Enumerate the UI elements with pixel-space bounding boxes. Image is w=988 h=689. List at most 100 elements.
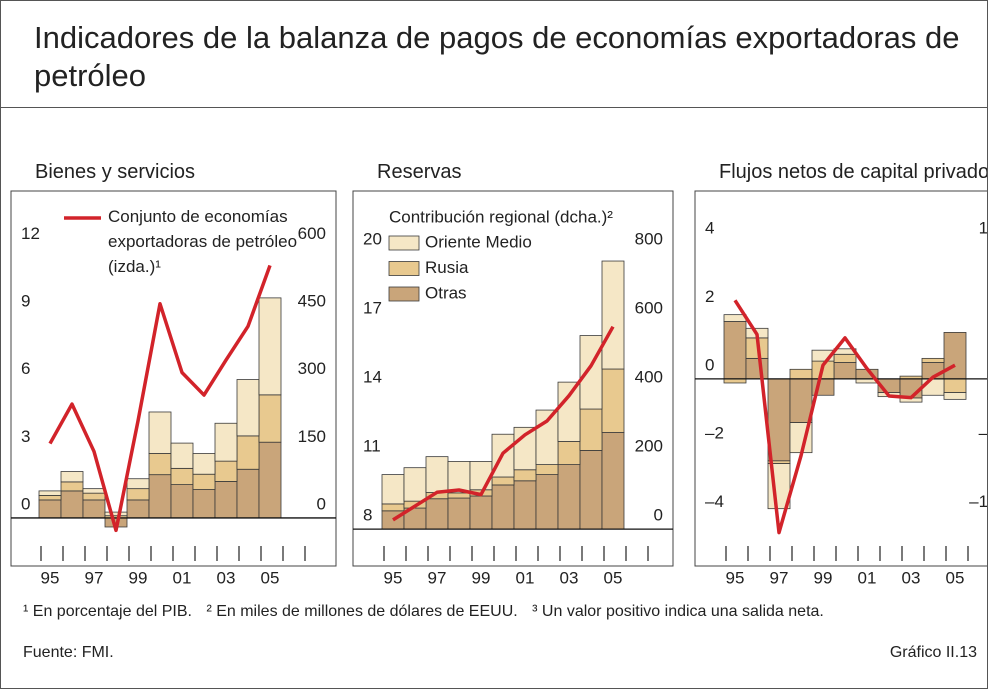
legend-swatch bbox=[388, 286, 420, 302]
bar bbox=[601, 368, 625, 433]
bar bbox=[192, 489, 216, 519]
bar bbox=[214, 481, 238, 519]
x-tick-label: 05 bbox=[604, 568, 623, 587]
bar bbox=[469, 495, 493, 530]
bar bbox=[447, 492, 471, 499]
x-tick-label: 01 bbox=[858, 568, 877, 587]
bar bbox=[192, 473, 216, 490]
bar bbox=[579, 408, 603, 451]
bar bbox=[921, 357, 945, 363]
bar bbox=[82, 499, 106, 519]
y2-tick-label: 600 bbox=[298, 224, 326, 243]
bar bbox=[236, 468, 260, 519]
y2-tick-label: –100 bbox=[969, 492, 988, 511]
bar bbox=[557, 441, 581, 465]
x-tick-label: 95 bbox=[41, 568, 60, 587]
y2-tick-label: 0 bbox=[654, 506, 663, 525]
y2-tick-label: 600 bbox=[635, 299, 663, 318]
bar bbox=[38, 499, 62, 519]
legend-label: Otras bbox=[425, 283, 467, 302]
bar bbox=[126, 499, 150, 519]
bar bbox=[104, 511, 128, 517]
y2-tick-label: 200 bbox=[635, 437, 663, 456]
bar bbox=[723, 314, 747, 322]
y2-tick-label: 450 bbox=[298, 292, 326, 311]
footnotes: ¹ En porcentaje del PIB. ² En miles de m… bbox=[23, 599, 987, 625]
bar bbox=[148, 411, 172, 454]
bar bbox=[833, 362, 857, 380]
bar bbox=[535, 464, 559, 475]
bar bbox=[148, 474, 172, 519]
y2-tick-label: 0 bbox=[317, 494, 326, 513]
bar bbox=[789, 368, 813, 380]
panel-title: Reservas bbox=[377, 161, 461, 183]
bar bbox=[579, 450, 603, 530]
bar bbox=[469, 461, 493, 491]
x-tick-label: 01 bbox=[173, 568, 192, 587]
y-tick-label: 9 bbox=[21, 292, 30, 311]
bar bbox=[170, 467, 194, 485]
bar bbox=[258, 394, 282, 443]
bar bbox=[236, 379, 260, 437]
y-tick-label: 4 bbox=[705, 219, 714, 238]
y-tick-label: 8 bbox=[363, 506, 372, 525]
panel-frame bbox=[352, 190, 674, 567]
line bbox=[392, 325, 615, 522]
y-tick-label: 11 bbox=[363, 437, 381, 456]
bar bbox=[425, 456, 449, 493]
panel-title: Flujos netos de capital privado³ bbox=[719, 161, 988, 183]
bar bbox=[513, 480, 537, 530]
x-tick-label: 03 bbox=[217, 568, 236, 587]
x-tick-label: 05 bbox=[261, 568, 280, 587]
bar bbox=[535, 409, 559, 465]
bar bbox=[447, 461, 471, 494]
bar bbox=[236, 435, 260, 470]
bar bbox=[789, 378, 813, 423]
bar bbox=[601, 432, 625, 530]
footnote: ¹ En porcentaje del PIB. bbox=[23, 603, 192, 620]
bar bbox=[833, 353, 857, 363]
y2-tick-label: –50 bbox=[979, 424, 988, 443]
bar bbox=[943, 332, 967, 380]
y-tick-label: 17 bbox=[363, 299, 382, 318]
bar bbox=[921, 378, 945, 396]
bar bbox=[557, 381, 581, 442]
figure-title: Indicadores de la balanza de pagos de ec… bbox=[34, 20, 960, 93]
bar bbox=[148, 453, 172, 476]
bar bbox=[811, 349, 835, 362]
bar bbox=[447, 497, 471, 530]
bar bbox=[258, 297, 282, 396]
figure-label: Gráfico II.13 bbox=[889, 644, 977, 661]
y-tick-label: 20 bbox=[363, 230, 382, 249]
y2-tick-label: 100 bbox=[979, 219, 988, 238]
x-tick-label: 99 bbox=[129, 568, 148, 587]
y2-tick-label: 400 bbox=[635, 368, 663, 387]
header: Indicadores de la balanza de pagos de ec… bbox=[1, 1, 987, 108]
bar bbox=[170, 442, 194, 469]
x-tick-label: 03 bbox=[902, 568, 921, 587]
x-tick-label: 05 bbox=[946, 568, 965, 587]
footnote: ² En miles de millones de dólares de EEU… bbox=[206, 603, 518, 620]
bar bbox=[425, 498, 449, 530]
bar bbox=[723, 321, 747, 380]
legend-swatch bbox=[388, 261, 420, 276]
x-tick-label: 01 bbox=[516, 568, 535, 587]
bar bbox=[38, 490, 62, 496]
bar bbox=[60, 481, 84, 492]
x-tick-label: 97 bbox=[770, 568, 789, 587]
y-tick-label: 0 bbox=[705, 355, 714, 374]
x-tick-label: 97 bbox=[428, 568, 447, 587]
legend-label: Rusia bbox=[425, 258, 469, 277]
y2-tick-label: 800 bbox=[635, 230, 663, 249]
x-tick-label: 99 bbox=[472, 568, 491, 587]
bar bbox=[214, 460, 238, 482]
bar bbox=[258, 441, 282, 519]
y2-tick-label: 300 bbox=[298, 359, 326, 378]
legend-swatch bbox=[388, 235, 420, 251]
bar bbox=[214, 422, 238, 462]
x-tick-label: 99 bbox=[814, 568, 833, 587]
y-tick-label: 3 bbox=[21, 427, 30, 446]
bar bbox=[60, 490, 84, 519]
